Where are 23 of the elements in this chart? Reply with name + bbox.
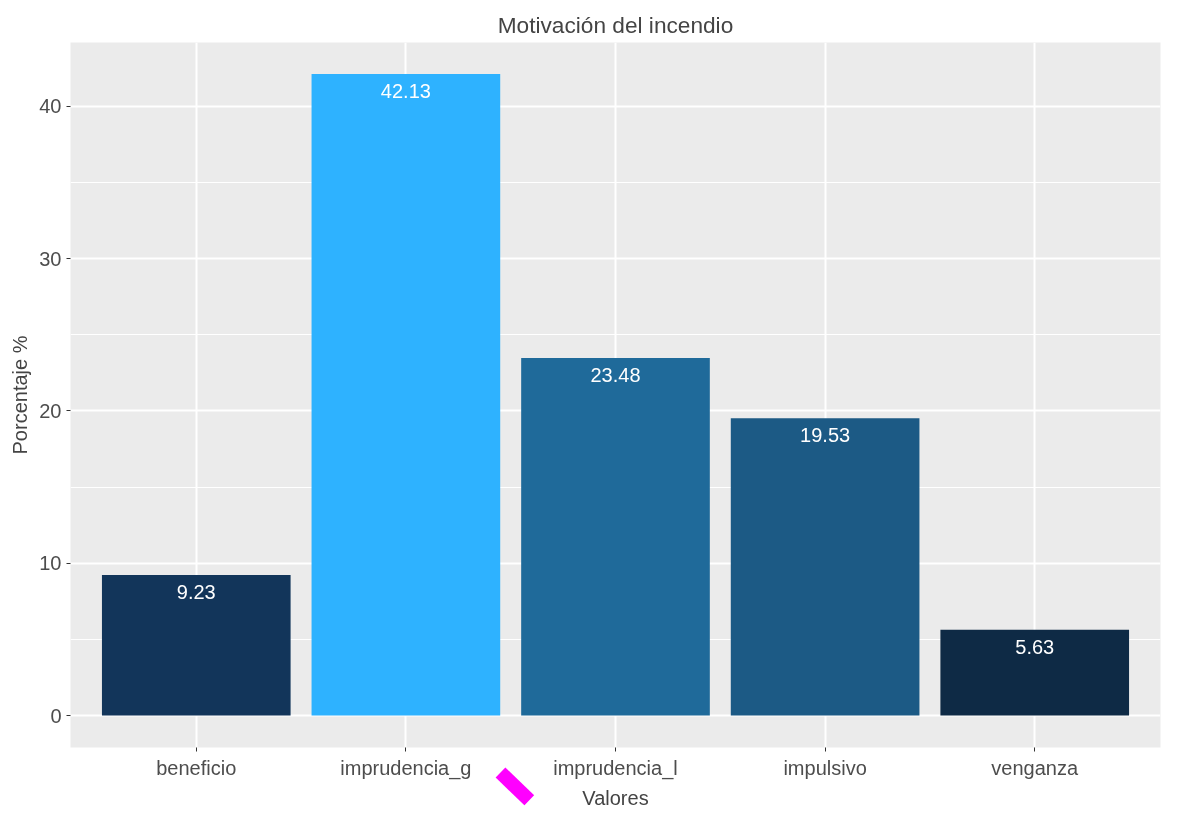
bar <box>940 629 1130 716</box>
data-label: 9.23 <box>176 580 216 603</box>
bar <box>311 74 501 716</box>
x-tick-label: imprudencia_l <box>553 756 678 780</box>
y-tick-label: 40 <box>39 95 62 118</box>
y-tick-label: 20 <box>39 399 62 422</box>
data-label: 5.63 <box>1015 635 1055 658</box>
y-tick-label: 10 <box>39 552 62 575</box>
data-label: 42.13 <box>380 80 431 103</box>
x-tick-label: venganza <box>991 756 1079 779</box>
bar <box>521 358 710 716</box>
x-tick-label: beneficio <box>156 756 237 779</box>
y-tick-label: 0 <box>50 704 62 727</box>
x-tick-label: imprudencia_g <box>340 756 472 780</box>
chart-title: Motivación del incendio <box>497 11 734 38</box>
y-axis-title: Porcentaje % <box>9 335 32 455</box>
x-tick-label: impulsivo <box>783 756 867 779</box>
bar <box>730 418 920 716</box>
y-tick-label: 30 <box>39 247 62 270</box>
bar <box>101 574 291 716</box>
x-axis-title: Valores <box>582 786 649 809</box>
data-label: 23.48 <box>590 364 641 386</box>
data-label: 19.53 <box>800 424 851 447</box>
